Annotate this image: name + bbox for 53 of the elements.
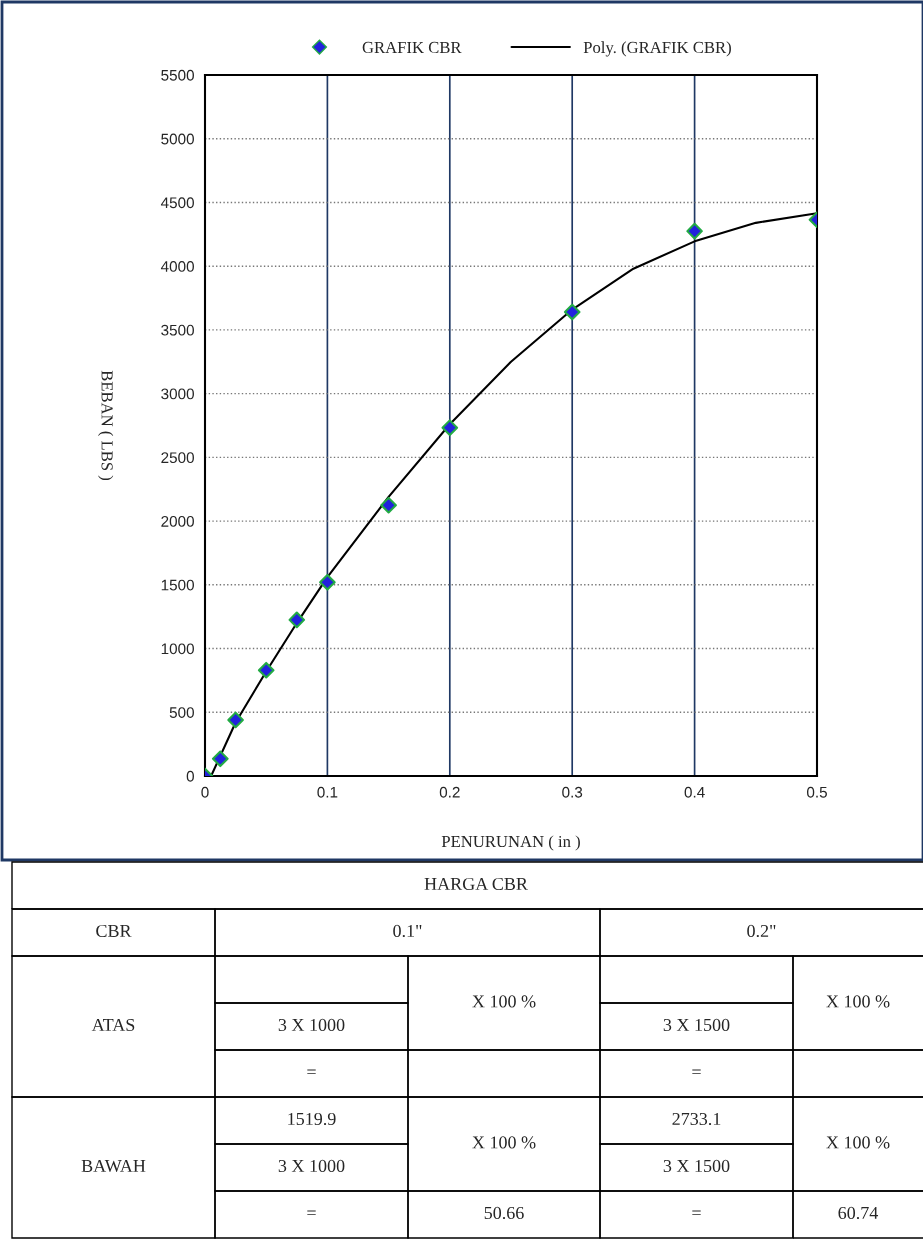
text: BAWAH: [81, 1159, 146, 1173]
text: ATAS: [91, 1018, 135, 1032]
text: X 100 %: [826, 995, 890, 1008]
text: 2733.1: [672, 1112, 721, 1126]
x-axis-title: PENURUNAN ( in ): [441, 835, 580, 851]
y-tick-label: 2500: [161, 452, 194, 464]
y-tick-label: 2000: [161, 515, 194, 527]
y-axis-title: BEBAN ( LBS ): [98, 370, 114, 481]
legend-label: Poly. (GRAFIK CBR): [583, 41, 731, 57]
point: [211, 750, 229, 768]
text: 60.74: [838, 1206, 879, 1220]
point: [227, 711, 244, 729]
text: CBR: [96, 924, 132, 938]
text: 50.66: [484, 1206, 524, 1220]
point: [257, 661, 275, 679]
text: 3 X 1500: [663, 1018, 730, 1032]
text: X 100 %: [826, 1136, 890, 1149]
y-tick-label: 3500: [161, 324, 194, 336]
text: X 100 %: [472, 1136, 536, 1149]
y-tick-label: 4000: [160, 261, 194, 272]
text: =: [692, 1210, 701, 1216]
x-tick-label: 0.4: [684, 786, 705, 798]
y-tick-label: 5000: [161, 133, 194, 145]
text: =: [307, 1069, 316, 1075]
text: 1519.9: [288, 1112, 336, 1126]
legend-label: GRAFIK CBR: [362, 41, 462, 54]
text: 0.2": [747, 924, 776, 938]
text: =: [692, 1069, 701, 1075]
text: 0.1": [393, 924, 422, 938]
y-tick-label: 1500: [161, 579, 194, 591]
point: [319, 573, 336, 591]
y-tick-label: 5500: [161, 69, 194, 81]
x-tick-label: 0.2: [439, 786, 460, 798]
x-tick-label: 0: [201, 786, 209, 798]
text: X 100 %: [472, 995, 536, 1008]
x-tick-label: 0.3: [562, 786, 583, 798]
y-tick-label: 1000: [161, 643, 194, 655]
text: 3 X 1500: [663, 1159, 730, 1173]
point: [288, 611, 306, 629]
point: [686, 222, 703, 240]
y-tick-label: 0: [186, 770, 194, 782]
text: 3 X 1000: [278, 1159, 345, 1173]
y-tick-label: 500: [169, 707, 194, 718]
x-tick-label: 0.5: [806, 786, 827, 798]
x-tick-label: 0.1: [317, 786, 338, 798]
point: [563, 303, 581, 321]
text: =: [307, 1210, 316, 1216]
y-tick-label: 4500: [160, 197, 194, 209]
point: [380, 496, 397, 514]
point: [441, 419, 459, 436]
text: HARGA CBR: [424, 877, 528, 891]
y-tick-label: 3000: [161, 388, 194, 400]
text: 3 X 1000: [278, 1018, 345, 1032]
